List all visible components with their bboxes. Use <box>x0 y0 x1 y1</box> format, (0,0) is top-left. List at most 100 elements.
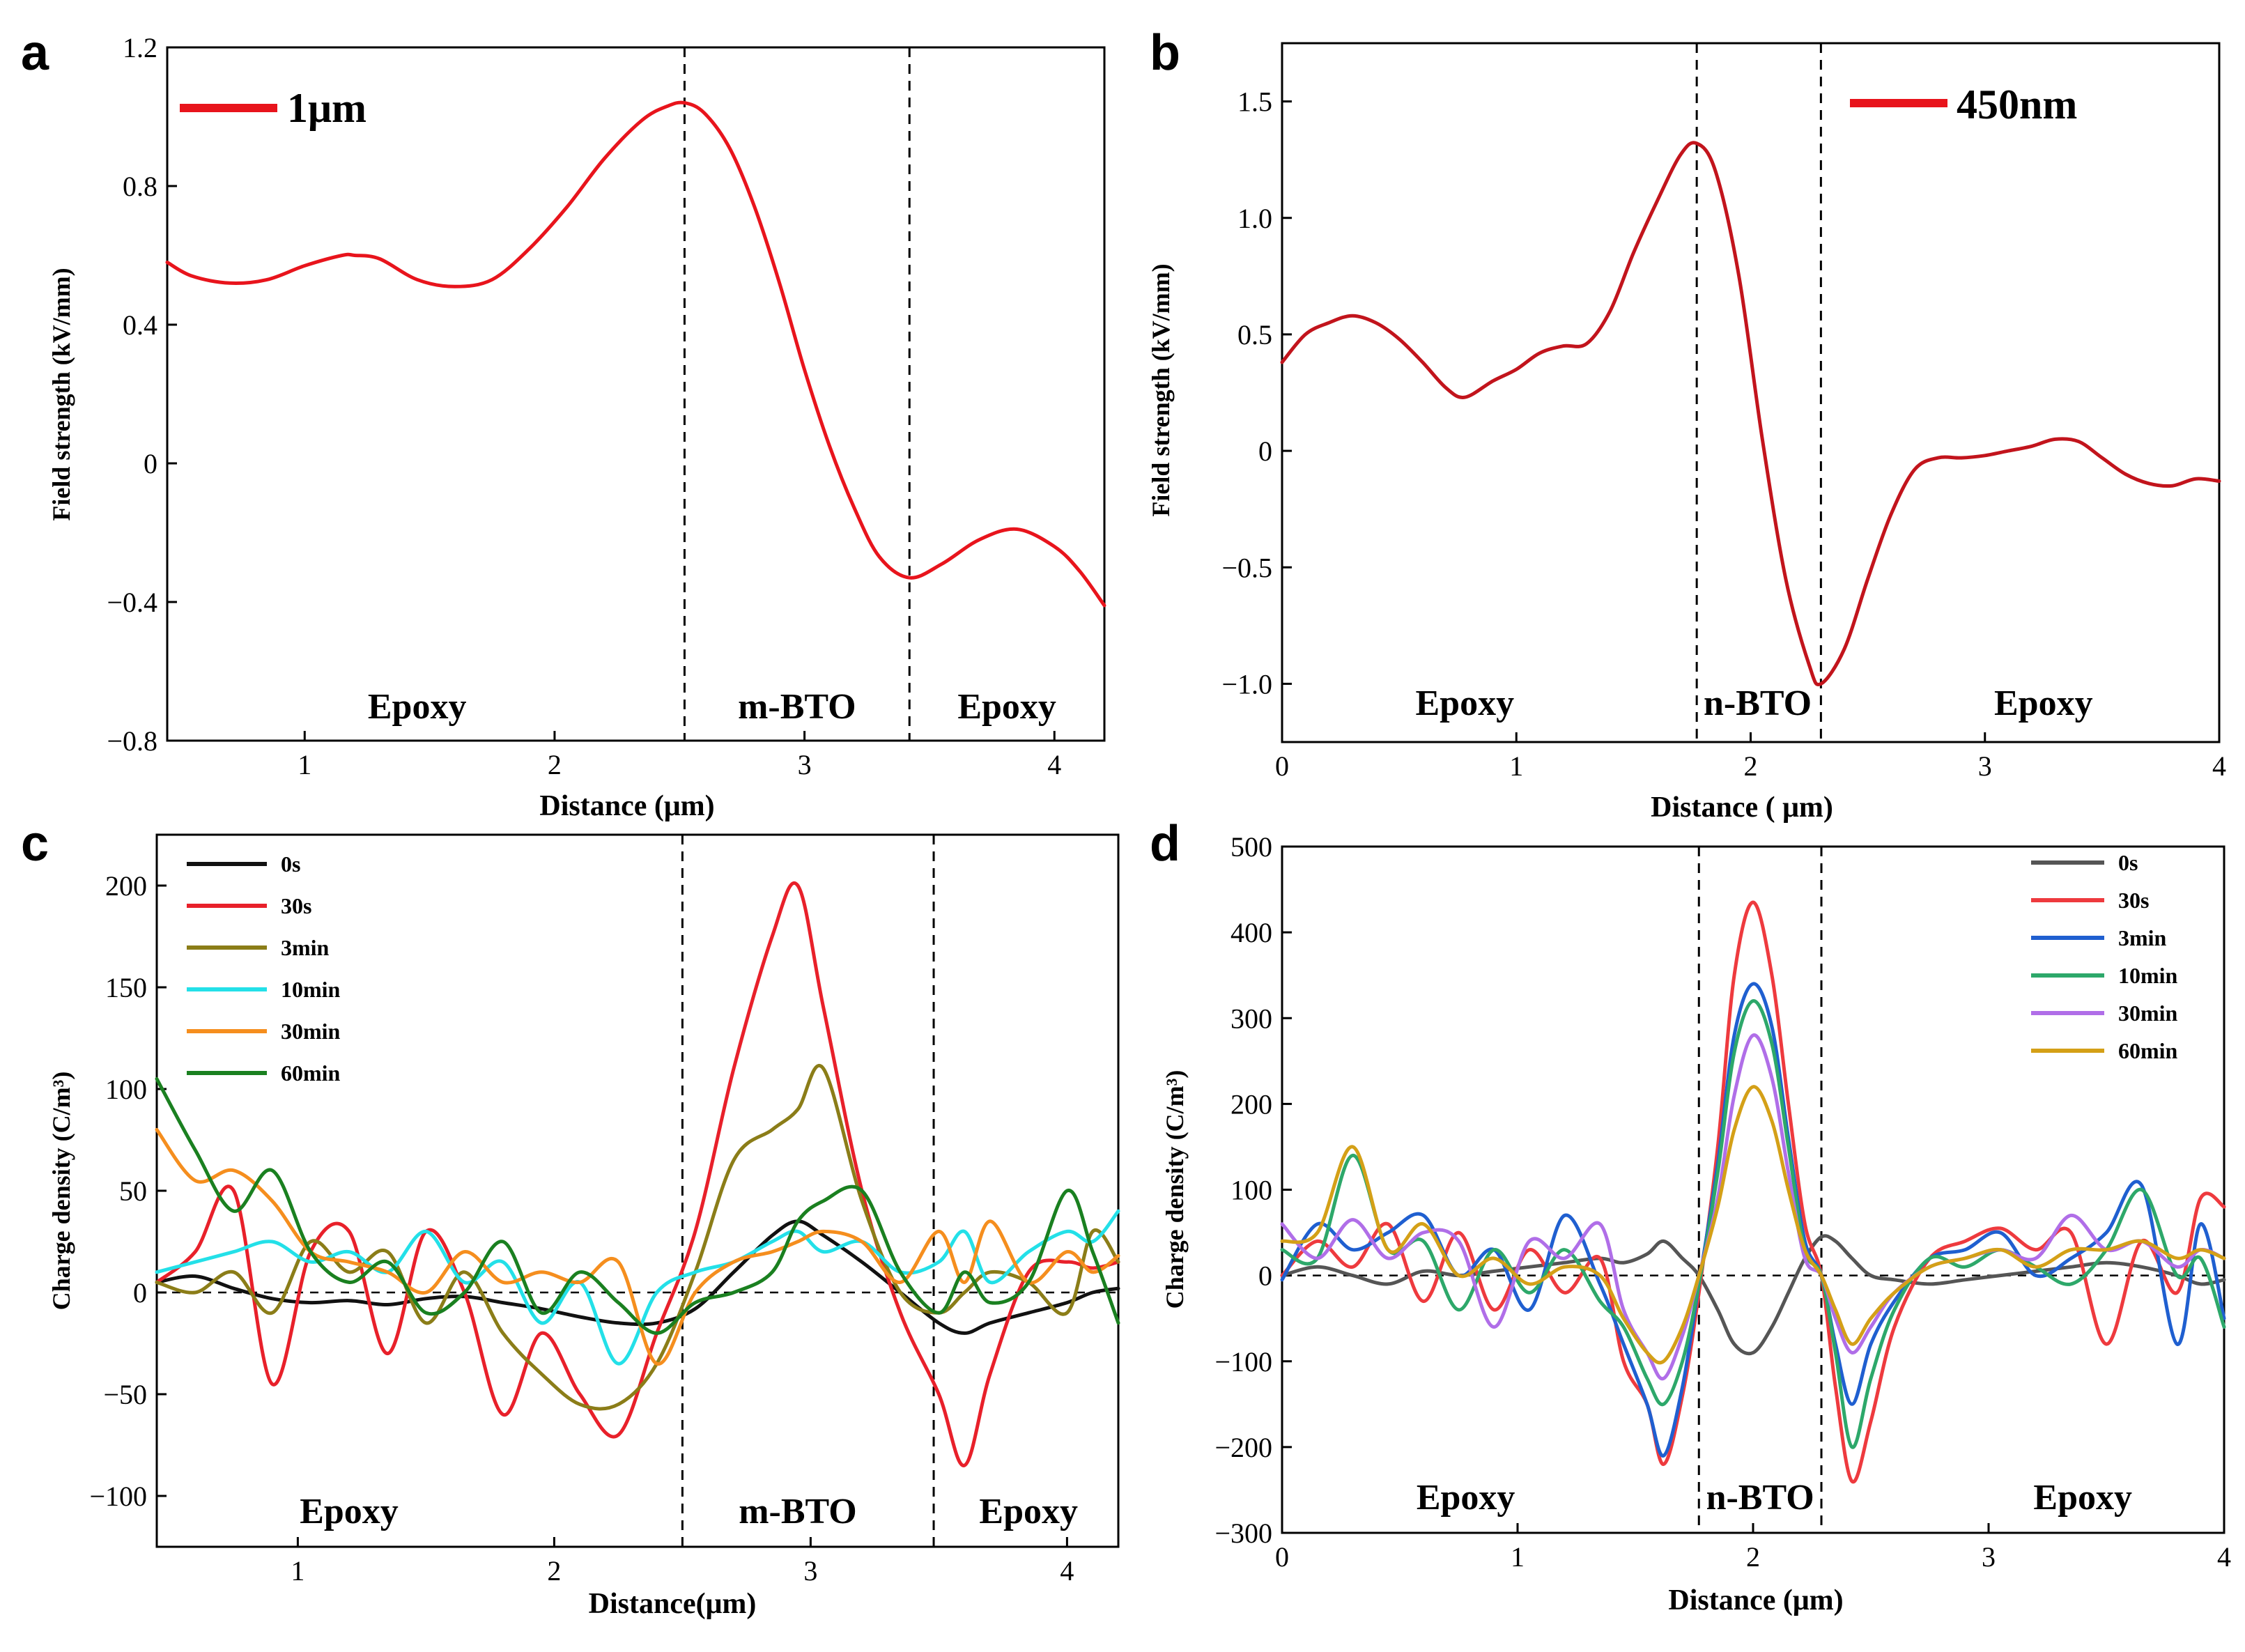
series-line-d-60min <box>1280 1085 2226 1365</box>
legend-label-d-1: 30s <box>2118 888 2149 913</box>
series-line-c-10min <box>155 1209 1120 1366</box>
y-tick-label-d-2: −100 <box>1214 1346 1272 1377</box>
x-axis-title-d: Distance (μm) <box>1668 1584 1843 1616</box>
legend-label-c-1: 30s <box>281 893 311 918</box>
region-label-c-0: Epoxy <box>300 1492 399 1531</box>
series-line-d-3min <box>1280 982 2226 1458</box>
vlines-d <box>1697 847 1823 1533</box>
region-label-c-1: m-BTO <box>739 1492 857 1531</box>
series-line-d-30s <box>1280 900 2226 1484</box>
y-tick-label-c-6: 200 <box>105 870 147 902</box>
series-line-d-0s <box>1280 1234 2226 1356</box>
legend-d: 0s 30s 3min 10min 30min 60min <box>2031 850 2178 1063</box>
regions-a: Epoxy m-BTO Epoxy <box>368 687 1056 727</box>
ticks-b: 0 1 2 3 4 −1.0 −0.5 0 0.5 1.0 1.5 <box>1221 86 2226 782</box>
x-tick-label-c-0: 1 <box>291 1555 304 1587</box>
y-tick-label-d-0: −300 <box>1214 1518 1272 1549</box>
x-tick-label-b-3: 3 <box>1978 750 1992 782</box>
panel-letter-c: c <box>21 816 49 872</box>
x-tick-label-b-0: 0 <box>1275 750 1289 782</box>
y-axis-title-a: Field strength (kV/mm) <box>47 268 75 520</box>
x-tick-label-a-0: 1 <box>298 749 311 780</box>
region-label-d-1: n-BTO <box>1706 1478 1814 1518</box>
x-tick-label-d-0: 0 <box>1275 1541 1289 1573</box>
x-tick-label-c-2: 3 <box>803 1555 817 1587</box>
legend-label-d-2: 3min <box>2118 925 2167 950</box>
x-tick-label-d-1: 1 <box>1511 1541 1525 1573</box>
plot-frame-b <box>1281 42 2221 743</box>
y-tick-label-a-3: 0.4 <box>123 309 157 341</box>
legend-label-d-0: 0s <box>2118 850 2138 875</box>
y-tick-label-b-4: 1.0 <box>1237 203 1272 234</box>
x-tick-label-c-1: 2 <box>547 1555 561 1587</box>
legend-label-c-2: 3min <box>281 935 330 960</box>
y-tick-label-c-2: 0 <box>133 1277 147 1309</box>
x-axis-title-a: Distance (μm) <box>539 790 714 822</box>
y-tick-label-c-3: 50 <box>119 1175 147 1207</box>
ticks-d: 0 1 2 3 4 −300 −200 −100 0 100 200 300 400 500 <box>1214 831 2231 1573</box>
legend-label-a: 1μm <box>287 85 367 131</box>
series-line-c-60min <box>155 1076 1120 1335</box>
series-line-a-1m <box>165 100 1106 608</box>
y-tick-label-b-5: 1.5 <box>1237 86 1272 118</box>
y-axis-title-d: Charge density (C/m³) <box>1161 1070 1189 1309</box>
y-tick-label-c-4: 100 <box>105 1074 147 1105</box>
y-axis-title-b: Field strength (kV/mm) <box>1147 263 1175 516</box>
ticks-a: 1 2 3 4 −0.8 −0.4 0 0.4 0.8 1.2 <box>107 32 1061 780</box>
panel-d: 0 1 2 3 4 −300 −200 −100 0 100 200 300 400 500 Epoxy n… <box>1161 831 2231 1616</box>
legend-label-d-5: 60min <box>2118 1038 2178 1063</box>
panel-letter-d: d <box>1150 816 1180 872</box>
series-c <box>155 881 1120 1467</box>
y-tick-label-b-3: 0.5 <box>1237 319 1272 350</box>
legend-label-d-4: 30min <box>2118 1001 2178 1026</box>
x-tick-label-d-3: 3 <box>1982 1541 1996 1573</box>
y-tick-label-c-1: −50 <box>103 1379 147 1410</box>
x-tick-label-d-2: 2 <box>1746 1541 1760 1573</box>
y-tick-label-b-2: 0 <box>1258 435 1272 467</box>
series-a <box>165 100 1106 608</box>
series-line-d-30min <box>1280 1033 2226 1381</box>
region-label-b-1: n-BTO <box>1704 684 1812 723</box>
ticks-c: 1 2 3 4 −100 −50 0 50 100 150 200 <box>89 870 1074 1587</box>
panel-c: 1 2 3 4 −100 −50 0 50 100 150 200 Epoxy m-BTO Epoxy … <box>47 833 1120 1620</box>
x-tick-label-d-4: 4 <box>2217 1541 2231 1573</box>
y-tick-label-b-0: −1.0 <box>1221 668 1272 700</box>
vlines-b <box>1695 43 1822 742</box>
region-label-b-2: Epoxy <box>1994 684 2093 723</box>
x-tick-label-b-4: 4 <box>2212 750 2226 782</box>
legend-c: 0s 30s 3min 10min 30min 60min <box>187 851 341 1086</box>
y-tick-label-a-2: 0 <box>144 448 157 479</box>
y-tick-label-a-4: 0.8 <box>123 171 157 202</box>
series-line-c-30min <box>155 1127 1120 1366</box>
y-tick-label-d-3: 0 <box>1258 1260 1272 1292</box>
x-axis-title-b: Distance ( μm) <box>1651 792 1833 824</box>
region-label-a-2: Epoxy <box>957 687 1056 727</box>
legend-label-c-3: 10min <box>281 977 341 1002</box>
legend-label-c-5: 60min <box>281 1060 341 1086</box>
series-b <box>1280 141 2221 686</box>
vlines-a <box>683 47 911 741</box>
x-tick-label-a-2: 3 <box>798 749 812 780</box>
y-tick-label-a-1: −0.4 <box>107 587 157 618</box>
series-d <box>1280 900 2226 1484</box>
panel-b: 0 1 2 3 4 −1.0 −0.5 0 0.5 1.0 1.5 Epoxy n-BTO Epoxy … <box>1147 42 2226 824</box>
series-line-c-3min <box>155 1064 1120 1411</box>
x-tick-label-a-3: 4 <box>1047 749 1061 780</box>
legend-label-d-3: 10min <box>2118 963 2178 988</box>
series-line-c-0s <box>155 1219 1120 1335</box>
y-tick-label-c-5: 150 <box>105 972 147 1003</box>
regions-c: Epoxy m-BTO Epoxy <box>300 1492 1078 1531</box>
x-tick-label-b-2: 2 <box>1744 750 1758 782</box>
legend-label-c-0: 0s <box>281 851 300 877</box>
region-label-a-1: m-BTO <box>738 687 856 727</box>
y-tick-label-d-4: 100 <box>1230 1175 1272 1206</box>
plot-frame-a <box>166 46 1106 742</box>
region-label-d-0: Epoxy <box>1417 1478 1515 1518</box>
plot-frame-d <box>1281 845 2225 1534</box>
y-tick-label-a-0: −0.8 <box>107 725 157 757</box>
y-tick-label-d-7: 400 <box>1230 917 1272 948</box>
y-tick-label-a-5: 1.2 <box>123 32 157 63</box>
panel-letter-b: b <box>1150 25 1180 81</box>
y-tick-label-d-5: 200 <box>1230 1088 1272 1120</box>
